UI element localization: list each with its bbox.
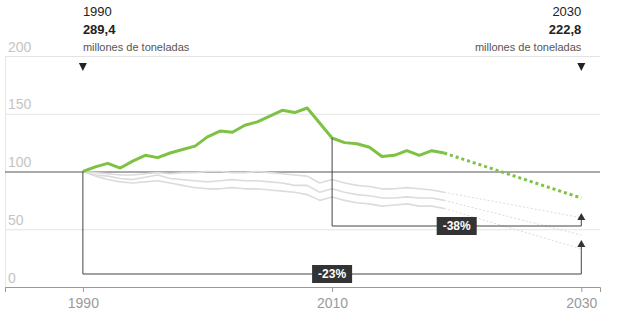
y-tick-label: 100 bbox=[8, 154, 32, 170]
y-tick: 100 bbox=[5, 154, 600, 172]
bracket-arrow bbox=[577, 213, 585, 220]
annotation-arrow bbox=[577, 63, 585, 71]
y-tick: 50 bbox=[5, 212, 600, 230]
annotations: 1990 289,4 millones de toneladas 2030 222,8 m… bbox=[79, 4, 585, 283]
y-tick-label: 50 bbox=[8, 212, 24, 228]
bracket-label: -38% bbox=[437, 217, 477, 235]
x-tick-mark bbox=[332, 287, 333, 292]
grid-line bbox=[5, 114, 600, 115]
annotation-text: 222,8 bbox=[549, 22, 582, 37]
x-tick: 2030 bbox=[566, 287, 597, 311]
x-axis: 1990 2010 2030 bbox=[6, 287, 601, 311]
annotation-text: 289,4 bbox=[83, 22, 116, 37]
y-axis-line bbox=[6, 57, 601, 288]
grid-line bbox=[5, 229, 600, 230]
y-tick-label: 200 bbox=[8, 39, 32, 55]
label-box bbox=[312, 265, 352, 283]
projection-line bbox=[444, 192, 581, 217]
plot-lines bbox=[83, 108, 581, 249]
y-tick-label: 150 bbox=[8, 96, 32, 112]
x-axis-line bbox=[6, 288, 601, 293]
series-line bbox=[83, 172, 444, 209]
projection-line bbox=[444, 153, 581, 198]
bracket-arrow bbox=[577, 240, 585, 247]
annotation-arrow bbox=[79, 63, 87, 71]
annotation-text: millones de toneladas bbox=[475, 41, 582, 53]
series-line bbox=[83, 108, 444, 172]
annotation-text: 2030 bbox=[552, 4, 581, 19]
annotation-text: 1990 bbox=[83, 4, 112, 19]
x-tick: 2010 bbox=[317, 287, 348, 311]
bracket-text: -23% bbox=[318, 267, 346, 281]
y-tick: 0 bbox=[5, 270, 600, 288]
series-line bbox=[83, 172, 444, 201]
bracket bbox=[83, 172, 581, 275]
x-tick-label: 1990 bbox=[68, 295, 99, 311]
y-tick: 150 bbox=[5, 96, 600, 114]
x-tick-mark bbox=[581, 287, 582, 292]
y-tick-label: 0 bbox=[8, 270, 16, 286]
y-axis: 0 50 100 150 200 bbox=[5, 39, 600, 288]
bracket bbox=[332, 138, 581, 226]
x-tick: 1990 bbox=[68, 287, 99, 311]
x-tick-label: 2030 bbox=[566, 295, 597, 311]
bracket-label: -23% bbox=[312, 265, 352, 283]
grid-line bbox=[5, 56, 600, 57]
bracket-text: -38% bbox=[443, 219, 471, 233]
x-tick-label: 2010 bbox=[317, 295, 348, 311]
x-tick-mark bbox=[83, 287, 84, 292]
label-box bbox=[437, 217, 477, 235]
annotation-text: millones de toneladas bbox=[83, 41, 190, 53]
y-tick: 200 bbox=[5, 39, 600, 57]
chart: 0 50 100 150 200 1990 2010 2030 1990 289,4 millone… bbox=[0, 0, 633, 323]
